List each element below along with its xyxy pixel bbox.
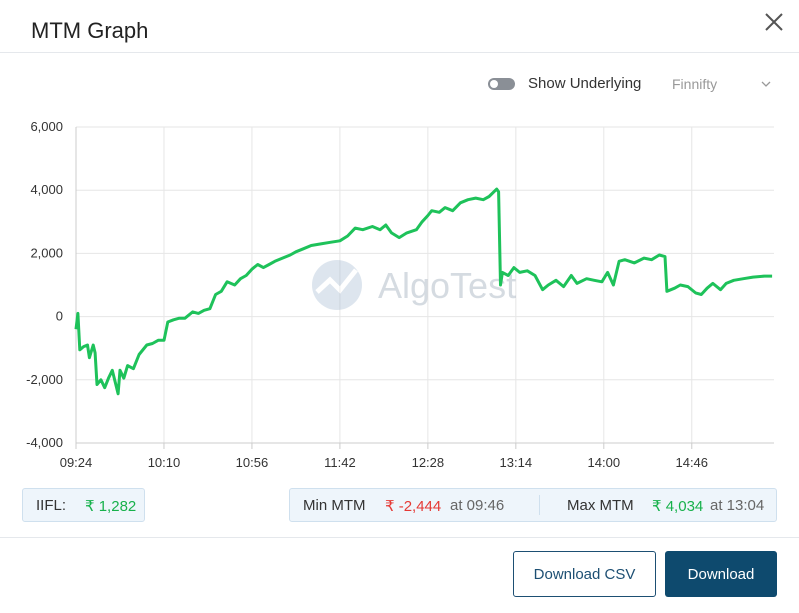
y-tick-label: -2,000 <box>26 372 63 387</box>
close-button[interactable] <box>762 10 786 34</box>
broker-mtm: ₹ 1,282 <box>85 498 137 515</box>
download-csv-button[interactable]: Download CSV <box>513 551 656 597</box>
min-mtm-value: ₹ -2,444 <box>385 498 442 515</box>
max-mtm-time: at 13:04 <box>710 497 765 514</box>
x-tick-label: 14:00 <box>588 455 621 470</box>
watermark-logo <box>312 260 362 310</box>
watermark-logo-mark <box>315 268 358 294</box>
underlying-select[interactable]: Finnifty <box>672 76 718 92</box>
min-mtm-time: at 09:46 <box>450 497 505 514</box>
toggle-label: Show Underlying <box>528 75 642 92</box>
dialog-title: MTM Graph <box>31 18 149 43</box>
broker-label: IIFL: <box>36 497 67 514</box>
min-mtm-label: Min MTM <box>303 497 366 514</box>
y-tick-label: 4,000 <box>30 182 63 197</box>
underlying-toggle[interactable] <box>488 78 515 90</box>
y-tick-label: 0 <box>56 309 63 324</box>
mtm-summary-box: Min MTM ₹ -2,444 at 09:46 Max MTM ₹ 4,03… <box>289 488 777 522</box>
footer-divider <box>0 537 799 538</box>
header-divider <box>0 52 799 53</box>
x-tick-label: 13:14 <box>500 455 533 470</box>
y-tick-label: 2,000 <box>30 245 63 260</box>
max-mtm-label: Max MTM <box>567 497 634 514</box>
max-mtm-value: ₹ 4,034 <box>652 498 704 515</box>
x-tick-label: 10:10 <box>148 455 181 470</box>
y-tick-label: -4,000 <box>26 435 63 450</box>
x-tick-label: 14:46 <box>675 455 708 470</box>
watermark: AlgoTest <box>312 260 516 310</box>
download-button[interactable]: Download <box>665 551 777 597</box>
chart: -4,000 -2,000 0 2,000 4,000 6,000 09:24 10:10 10… <box>26 119 774 470</box>
x-tick-label: 10:56 <box>236 455 269 470</box>
watermark-text: AlgoTest <box>378 265 516 306</box>
broker-box: IIFL: ₹ 1,282 <box>22 488 145 522</box>
select-chevron <box>761 81 771 87</box>
mtm-line <box>74 187 773 396</box>
x-tick-label: 11:42 <box>324 455 356 470</box>
summary-divider <box>539 495 540 515</box>
y-tick-label: 6,000 <box>30 119 63 134</box>
x-tick-label: 12:28 <box>412 455 445 470</box>
x-tick-label: 09:24 <box>60 455 93 470</box>
